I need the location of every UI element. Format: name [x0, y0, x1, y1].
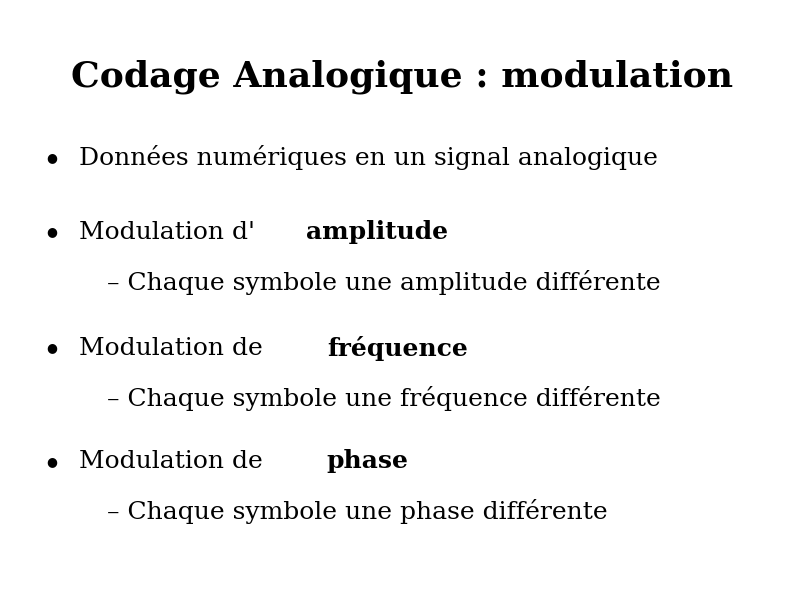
Text: fréquence: fréquence	[327, 336, 468, 361]
Text: – Chaque symbole une fréquence différente: – Chaque symbole une fréquence différent…	[107, 386, 661, 411]
Text: ●: ●	[46, 151, 57, 164]
Text: phase: phase	[327, 449, 409, 473]
Text: ●: ●	[46, 342, 57, 355]
Text: – Chaque symbole une phase différente: – Chaque symbole une phase différente	[107, 499, 608, 524]
Text: amplitude: amplitude	[306, 220, 449, 244]
Text: ●: ●	[46, 455, 57, 468]
Text: Données numériques en un signal analogique: Données numériques en un signal analogiq…	[79, 145, 658, 170]
Text: – Chaque symbole une amplitude différente: – Chaque symbole une amplitude différent…	[107, 270, 661, 295]
Text: Modulation de: Modulation de	[79, 450, 271, 472]
Text: Codage Analogique : modulation: Codage Analogique : modulation	[71, 60, 734, 94]
Text: Modulation d': Modulation d'	[79, 221, 256, 243]
Text: Modulation de: Modulation de	[79, 337, 271, 359]
Text: ●: ●	[46, 226, 57, 239]
